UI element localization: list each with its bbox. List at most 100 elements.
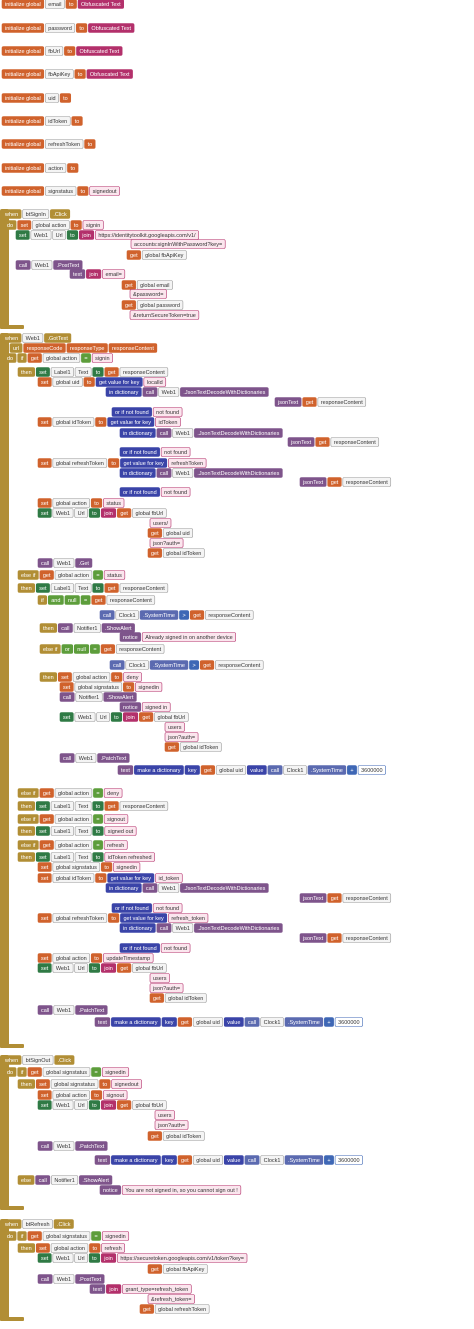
block-label: Text (78, 855, 89, 861)
block (139, 712, 154, 722)
block (100, 644, 116, 654)
block-label: refreshToken (48, 142, 80, 148)
block (35, 367, 50, 377)
block (37, 508, 52, 518)
block-label: call (39, 1178, 47, 1184)
block-label: get (181, 1020, 189, 1026)
block-label: get (331, 936, 339, 942)
block-label: set (39, 586, 47, 592)
block-label: users (158, 1113, 172, 1119)
block (117, 508, 132, 518)
block-label: Web1 (56, 511, 70, 517)
block (162, 528, 194, 538)
block-label: get (151, 531, 159, 537)
block (342, 893, 392, 903)
block-label: You are not signed in, so you cannot sig… (125, 1188, 238, 1194)
block (78, 230, 95, 240)
block (315, 437, 330, 447)
block-label: idToken (158, 420, 177, 426)
block-group: when btRefresh .Click do if get global signsta… (1, 1219, 248, 1314)
block (267, 765, 283, 775)
block-label: responseContent (123, 804, 165, 810)
block (161, 1017, 177, 1027)
block-label: call (160, 471, 168, 477)
block-label: null (68, 598, 77, 604)
block-label: get value for key (99, 380, 140, 386)
block (74, 69, 86, 79)
block-label: global fbApiKey (166, 1267, 204, 1273)
block-label: Label1 (54, 370, 71, 376)
block (119, 428, 156, 438)
block-label: jsonText (290, 440, 312, 446)
block (223, 1017, 244, 1027)
block-label: set (61, 675, 69, 681)
block-label: to (126, 685, 131, 691)
block (102, 269, 126, 279)
block-label: to (96, 829, 101, 835)
block-label: to (69, 2, 74, 8)
block (342, 933, 392, 943)
block (177, 1155, 193, 1165)
block-label: to (92, 1256, 97, 1262)
block (50, 583, 74, 593)
block-label: text (98, 1158, 107, 1164)
block (35, 826, 50, 836)
block-label: > (182, 613, 185, 619)
block (132, 1100, 167, 1110)
block-label: then (21, 370, 32, 376)
block (52, 1090, 91, 1100)
block-label: global refreshToken (56, 916, 104, 922)
block (39, 644, 61, 654)
block (1, 186, 45, 196)
block (119, 468, 156, 478)
block-label: get (331, 896, 339, 902)
block-label: refreshToken (171, 461, 203, 467)
block-label: in dictionary (109, 390, 139, 396)
block (327, 893, 342, 903)
block-label: key (165, 1158, 174, 1164)
block (17, 367, 36, 377)
block-label: Web1 (176, 471, 190, 477)
event-frame (0, 333, 9, 1048)
block (52, 873, 95, 883)
block-label: responseContent (346, 480, 388, 486)
block (37, 377, 52, 387)
block (162, 548, 205, 558)
block-label: fbUrl (48, 49, 60, 55)
block (119, 487, 160, 497)
block-label: Web1 (57, 1144, 71, 1150)
block (88, 508, 101, 518)
block-label: refresh_token (171, 916, 205, 922)
block-label: .PatchText (101, 756, 127, 762)
block-label: initialize global (5, 142, 41, 148)
block (92, 801, 104, 811)
block-label: make a dictionary (114, 1020, 157, 1026)
block-label: global idToken (183, 745, 218, 751)
block (27, 1067, 42, 1077)
block-label: Web1 (162, 390, 176, 396)
block-label: = (84, 598, 87, 604)
block (200, 765, 216, 775)
block-label: to (92, 511, 97, 517)
block-label: else if (43, 647, 58, 653)
event-frame (0, 209, 9, 329)
block-label: then (21, 829, 32, 835)
block-label: then (21, 1082, 32, 1088)
block (37, 953, 52, 963)
block (75, 558, 93, 568)
block-label: global action (56, 956, 87, 962)
block-label: global action (35, 223, 66, 229)
event-frame-foot (0, 1044, 24, 1048)
block-label: get (153, 996, 161, 1002)
block (35, 801, 50, 811)
block (103, 570, 126, 580)
block (189, 610, 205, 620)
block-label: value (227, 1020, 240, 1026)
block (15, 230, 30, 240)
block (88, 1100, 101, 1110)
block-label: or if not found (123, 490, 157, 496)
block (52, 508, 74, 518)
block (1, 163, 45, 173)
block (109, 660, 125, 670)
block (50, 1243, 89, 1253)
